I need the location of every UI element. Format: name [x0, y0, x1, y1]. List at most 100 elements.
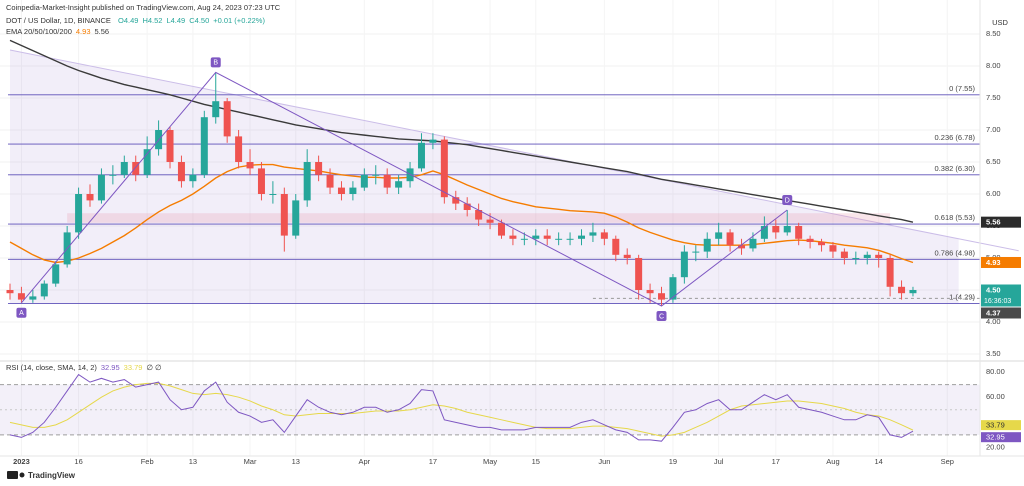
candle-body	[509, 235, 517, 239]
candle-body	[680, 251, 688, 278]
rsi-tick-label: 80.00	[986, 367, 1005, 376]
candle-body	[566, 238, 574, 240]
candle-body	[463, 203, 471, 210]
candle-body	[6, 290, 14, 294]
candle-body	[829, 245, 837, 252]
candle-body	[212, 101, 220, 118]
candle-body	[292, 200, 300, 236]
candle-body	[440, 139, 448, 198]
y-tick-label: 3.50	[986, 349, 1001, 358]
candle-body	[29, 296, 37, 300]
fib-label: 0 (7.55)	[949, 84, 975, 93]
price-tag	[981, 256, 1021, 268]
x-tick-label: 17	[429, 457, 437, 466]
x-tick-label: Jun	[598, 457, 610, 466]
candle-body	[555, 238, 563, 240]
x-tick-label: 2023	[13, 457, 30, 466]
candle-body	[166, 130, 174, 162]
candle-body	[646, 290, 654, 294]
pattern-label: C	[659, 313, 664, 320]
price-tag	[981, 284, 1021, 307]
candle-body	[246, 162, 254, 169]
candle-body	[17, 293, 25, 300]
candle-body	[452, 197, 460, 204]
y-tick-label: 8.50	[986, 29, 1001, 38]
pattern-badge	[16, 307, 27, 318]
resistance-line	[9, 49, 1019, 252]
ema-value: 4.93	[76, 27, 91, 36]
rsi-value: 32.95	[101, 363, 120, 372]
candle-body	[760, 226, 768, 239]
candle-body	[909, 290, 917, 294]
pattern-label: D	[785, 197, 790, 204]
pattern-badge	[782, 195, 793, 205]
candle-body	[280, 194, 288, 236]
candle-body	[840, 251, 848, 258]
fib-label: 0.618 (5.53)	[935, 213, 976, 222]
candle-body	[429, 139, 437, 143]
rsi-tick-label: 20.00	[986, 442, 1005, 451]
candle-body	[520, 238, 528, 240]
candle-body	[132, 162, 140, 175]
candle-body	[383, 174, 391, 188]
candle-body	[852, 258, 860, 259]
y-tick-label: 7.00	[986, 125, 1001, 134]
candle-body	[75, 194, 83, 233]
candle-body	[806, 238, 814, 242]
candle-body	[715, 232, 723, 239]
rsi-tag	[981, 420, 1021, 431]
currency: USD	[992, 18, 1008, 27]
symbol: DOT / US Dollar, 1D, BINANCE	[6, 16, 111, 25]
x-tick-label: Aug	[826, 457, 839, 466]
candle-body	[898, 286, 906, 294]
x-tick-label: 13	[189, 457, 197, 466]
pattern-line	[21, 71, 788, 307]
ohlc-value: H4.52	[142, 16, 162, 25]
candle-body	[417, 142, 425, 169]
ema-value: 5.56	[95, 27, 110, 36]
candle-body	[52, 264, 60, 284]
ohlc-value: L4.49	[166, 16, 185, 25]
rsi-tick-label: 60.00	[986, 392, 1005, 401]
fib-label: 0.382 (6.30)	[935, 164, 976, 173]
x-tick-label: 14	[875, 457, 883, 466]
candle-body	[109, 174, 117, 176]
x-tick-label: Jul	[714, 457, 724, 466]
candle-body	[578, 235, 585, 239]
candle-body	[40, 283, 48, 297]
rsi-extra: ∅ ∅	[146, 363, 162, 372]
ohlc-value: O4.49	[118, 16, 138, 25]
ema-label: EMA 20/50/100/200	[6, 27, 72, 36]
ema-line	[9, 163, 914, 264]
pattern-badge	[656, 311, 667, 321]
price-tag-label: 4.50	[986, 285, 1001, 294]
candle-body	[360, 174, 368, 188]
candle-body	[818, 242, 826, 246]
candle-body	[395, 181, 403, 188]
candle-body	[772, 226, 780, 233]
footer-brand: TradingView	[28, 471, 76, 480]
candle-body	[726, 232, 734, 246]
ohlc-value: C4.50	[189, 16, 209, 25]
price-tag	[981, 307, 1021, 319]
candle-body	[143, 149, 151, 175]
y-tick-label: 4.00	[986, 317, 1001, 326]
ohlc: O4.49 H4.52 L4.49 C4.50 +0.01 (+0.22%)	[118, 16, 265, 25]
candle-body	[235, 136, 243, 162]
candle-body	[86, 194, 94, 201]
price-tag-label: 4.37	[986, 308, 1001, 317]
candle-body	[223, 101, 231, 137]
x-tick-label: Mar	[244, 457, 257, 466]
candle-body	[177, 162, 185, 182]
rsi-legend: RSI (14, close, SMA, 14, 2) 32.95 33.79 ∅ ∅	[6, 363, 162, 372]
candle-body	[120, 162, 128, 175]
candle-body	[600, 232, 608, 239]
x-tick-label: 16	[74, 457, 82, 466]
y-tick-label: 8.00	[986, 61, 1001, 70]
fib-label: 0.236 (6.78)	[935, 133, 976, 142]
candle-body	[257, 168, 265, 194]
candle-body	[875, 254, 883, 258]
rsi-tag	[981, 432, 1021, 443]
